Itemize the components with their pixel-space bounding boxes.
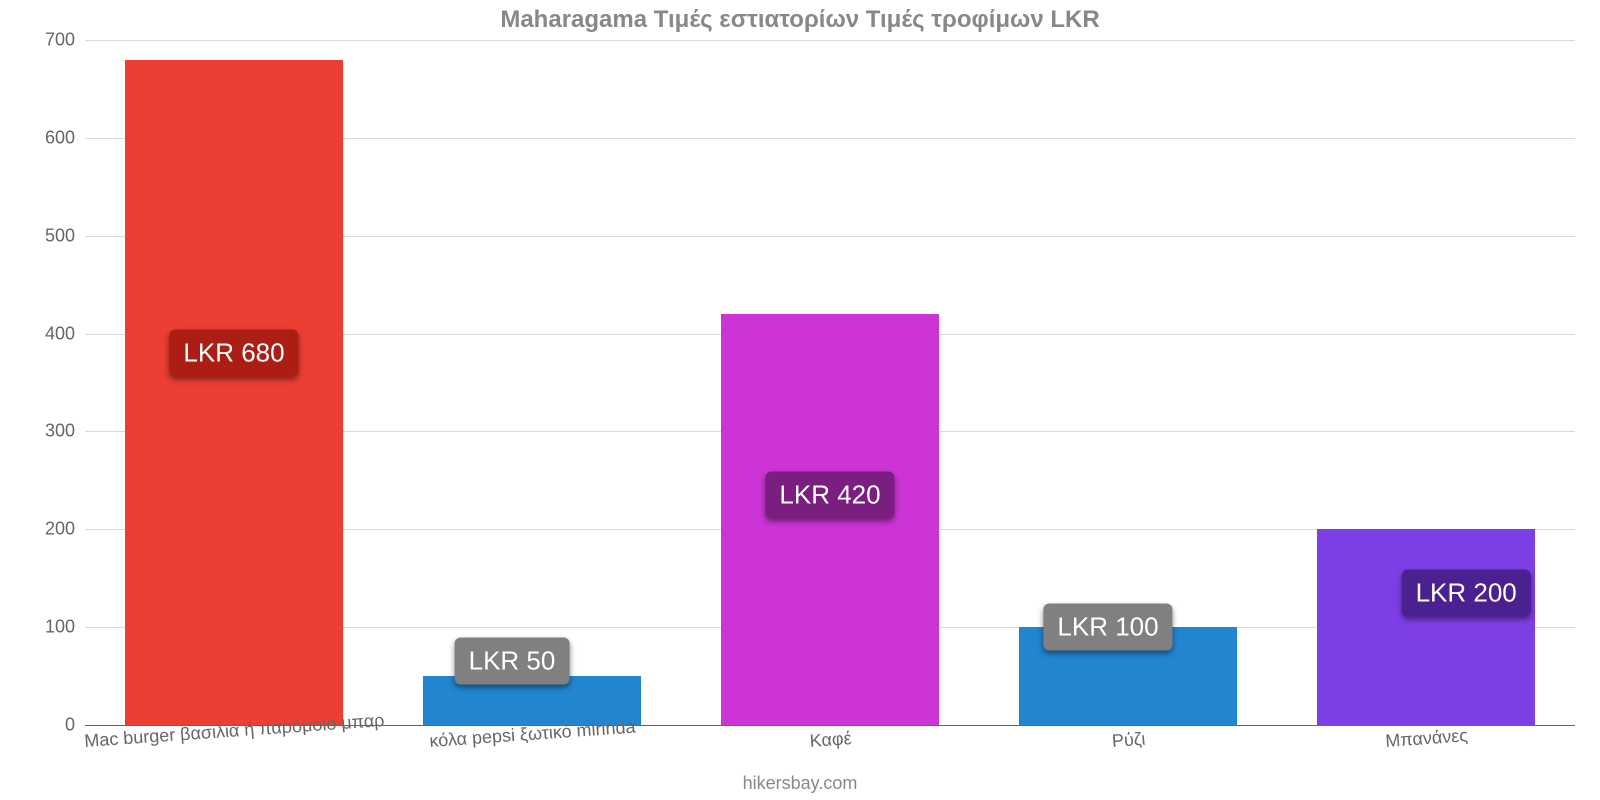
bar (1317, 529, 1535, 725)
x-tick-label: Μπανάνες (1385, 725, 1469, 752)
price-bar-chart: Maharagama Τιμές εστιατορίων Τιμές τροφί… (0, 0, 1600, 800)
x-tick-label: Καφέ (809, 728, 852, 752)
x-tick-label: Ρύζι (1111, 729, 1146, 752)
credit-text: hikersbay.com (743, 773, 858, 794)
plot-area: 0100200300400500600700Mac burger βασιλιά… (85, 40, 1575, 725)
y-tick-label: 400 (45, 323, 85, 344)
value-badge: LKR 50 (455, 638, 570, 685)
chart-title: Maharagama Τιμές εστιατορίων Τιμές τροφί… (0, 0, 1600, 34)
bar (125, 60, 343, 725)
y-tick-label: 700 (45, 30, 85, 51)
y-tick-label: 600 (45, 127, 85, 148)
value-badge: LKR 100 (1043, 604, 1172, 651)
y-tick-label: 0 (65, 715, 85, 736)
y-tick-label: 300 (45, 421, 85, 442)
y-tick-label: 200 (45, 519, 85, 540)
value-badge: LKR 680 (169, 330, 298, 377)
y-tick-label: 100 (45, 617, 85, 638)
value-badge: LKR 200 (1402, 569, 1531, 616)
value-badge: LKR 420 (765, 472, 894, 519)
y-tick-label: 500 (45, 225, 85, 246)
gridline (85, 40, 1575, 41)
bar (721, 314, 939, 725)
